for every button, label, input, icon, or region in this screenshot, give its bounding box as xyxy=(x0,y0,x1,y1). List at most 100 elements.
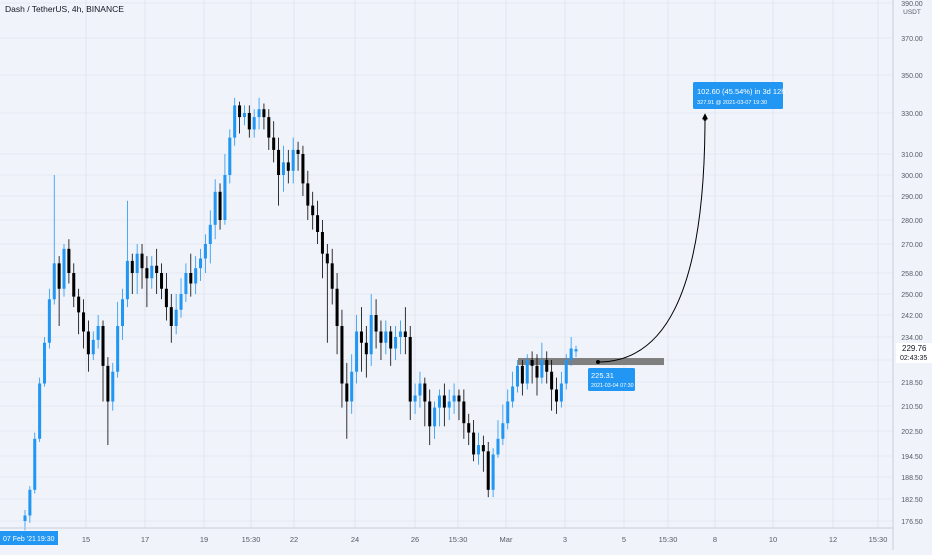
candle-body xyxy=(140,253,144,269)
candle-body xyxy=(467,423,471,433)
price-tick-label: 210.50 xyxy=(901,404,923,411)
candle-body xyxy=(423,383,427,402)
candle-body xyxy=(72,273,76,297)
candle-body xyxy=(272,137,276,150)
projection-end-point xyxy=(703,117,707,121)
time-tick-label: Mar xyxy=(500,535,513,544)
time-tick-label: 15:30 xyxy=(659,535,678,544)
candle-body xyxy=(311,205,315,216)
price-tick-label: 202.50 xyxy=(901,429,923,436)
candle-body xyxy=(491,454,495,490)
candle-body xyxy=(252,117,256,130)
time-axis-start-label: 07 Feb '21 xyxy=(3,536,36,543)
time-tick-label: 24 xyxy=(351,535,359,544)
candle-body xyxy=(223,175,227,220)
projection-start-point xyxy=(596,360,600,365)
price-tick-label: 182.50 xyxy=(901,497,923,504)
candle-body xyxy=(150,265,154,279)
candle-body xyxy=(67,248,71,273)
price-tick-label: 330.00 xyxy=(901,111,923,118)
candle-body xyxy=(306,183,310,206)
candle-body xyxy=(228,137,232,175)
candle-body xyxy=(413,395,417,402)
candle-body xyxy=(52,263,56,300)
candle-body xyxy=(247,113,251,130)
candle-body xyxy=(91,339,95,355)
countdown-timer: 02:43:35 xyxy=(900,355,927,362)
time-axis-ticks: 15 17 19 15:30 22 24 26 15:30 Mar 3 5 15:30 8 10 12 15:… xyxy=(82,535,888,544)
candle-body xyxy=(506,401,510,424)
candle-body xyxy=(359,331,363,343)
candle-body xyxy=(515,365,519,387)
candle-body xyxy=(452,395,456,402)
candle-body xyxy=(447,401,451,408)
candle-body xyxy=(238,105,242,118)
symbol-label: Dash / TetherUS, 4h, BINANCE xyxy=(5,4,124,14)
candle-body xyxy=(530,360,534,366)
candle-body xyxy=(111,371,115,402)
candle-body xyxy=(155,265,159,273)
candle-body xyxy=(130,260,134,273)
candle-body xyxy=(57,263,61,289)
price-tick-label: 250.00 xyxy=(901,292,923,299)
time-axis-start-time: 19:30 xyxy=(37,536,55,543)
candle-body xyxy=(82,312,86,332)
price-tick-label: 242.00 xyxy=(901,313,923,320)
candle-body xyxy=(96,326,100,340)
candle-body xyxy=(184,273,188,294)
candle-body xyxy=(316,215,320,232)
candle-body xyxy=(569,348,573,360)
price-tick-label: 290.00 xyxy=(901,194,923,201)
candle-body xyxy=(350,371,354,402)
candle-body xyxy=(550,371,554,390)
candle-body xyxy=(86,331,90,355)
candle-body xyxy=(535,365,539,378)
time-tick-label: 19 xyxy=(200,535,208,544)
candle-body xyxy=(296,149,300,154)
candle-body xyxy=(213,191,217,225)
candle-body xyxy=(374,315,378,332)
time-tick-label: 26 xyxy=(411,535,419,544)
time-tick-label: 15:30 xyxy=(449,535,468,544)
candle-body xyxy=(169,307,173,326)
candle-body xyxy=(125,260,129,300)
price-tick-label: 370.00 xyxy=(901,36,923,43)
support-zone xyxy=(518,358,664,366)
time-tick-label: 15:30 xyxy=(242,535,261,544)
candle-body xyxy=(286,162,290,171)
price-tick-label: 270.00 xyxy=(901,242,923,249)
time-tick-label: 8 xyxy=(713,535,717,544)
candle-body xyxy=(28,489,32,516)
candle-body xyxy=(486,451,490,490)
candle-body xyxy=(418,383,422,396)
candle-body xyxy=(291,149,295,171)
origin-badge xyxy=(588,368,635,391)
candle-body xyxy=(428,401,432,427)
candle-body xyxy=(174,309,178,326)
candle-body xyxy=(189,273,193,284)
candle-body xyxy=(47,299,51,343)
price-tick-label: 188.50 xyxy=(901,475,923,482)
candle-body xyxy=(364,342,368,355)
candle-body xyxy=(42,342,47,384)
price-axis-currency: USDT xyxy=(903,9,921,16)
candle-body xyxy=(194,268,198,284)
candle-body xyxy=(301,154,305,184)
candle-body xyxy=(559,383,563,402)
current-price-badge xyxy=(896,343,932,363)
projection-path xyxy=(597,117,706,363)
candle-body xyxy=(218,191,222,220)
candle-body xyxy=(540,360,544,378)
candle-body xyxy=(384,331,388,343)
candle-body xyxy=(457,395,461,402)
candle-body xyxy=(121,299,125,326)
candle-body xyxy=(476,445,480,455)
price-tick-label: 176.50 xyxy=(901,519,923,526)
target-main-text: 102.60 (45.54%) in 3d 12h xyxy=(697,87,785,96)
candle-body xyxy=(394,337,398,349)
candle-body xyxy=(481,445,485,452)
candle-body xyxy=(398,331,402,337)
candle-body xyxy=(554,389,559,402)
